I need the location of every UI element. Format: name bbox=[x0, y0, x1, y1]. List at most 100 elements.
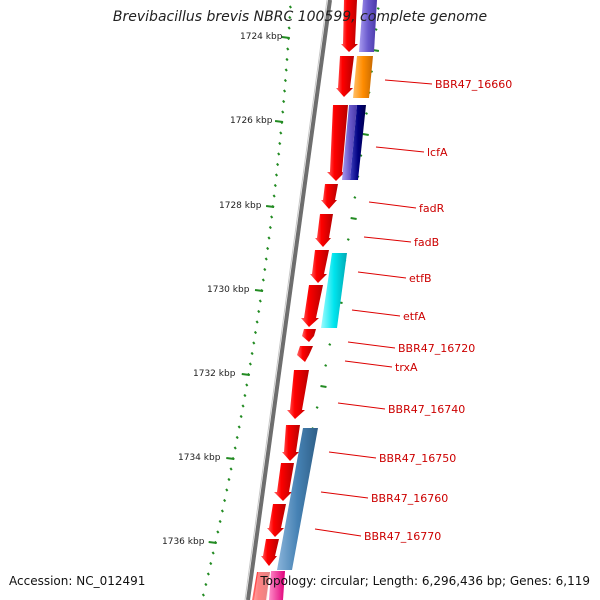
scale-tick bbox=[274, 173, 279, 177]
outer-tick bbox=[365, 112, 368, 115]
cds-arrow[interactable] bbox=[282, 425, 300, 461]
scale-tick bbox=[225, 488, 229, 492]
scale-label: 1730 kbp bbox=[207, 285, 250, 295]
outer-tick bbox=[320, 385, 327, 388]
outer-tick bbox=[353, 196, 357, 199]
cds-arrow[interactable] bbox=[267, 504, 286, 537]
scale-tick bbox=[243, 393, 247, 398]
scale-label: 1726 kbp bbox=[230, 116, 273, 126]
scale-tick bbox=[257, 309, 261, 314]
feature-block-light bbox=[254, 572, 270, 600]
gene-label[interactable]: lcfA bbox=[427, 146, 448, 159]
cds-track bbox=[252, 0, 358, 600]
scale-tick bbox=[281, 110, 285, 114]
scale-tick bbox=[284, 68, 288, 72]
scale-tick-track bbox=[201, 5, 292, 597]
scale-label: 1732 kbp bbox=[193, 369, 236, 379]
scale-tick bbox=[258, 299, 262, 303]
feature-block-steel[interactable] bbox=[277, 428, 318, 570]
scale-major-tick bbox=[226, 457, 235, 460]
outer-tick bbox=[376, 7, 380, 10]
cds-arrow[interactable] bbox=[301, 285, 323, 327]
outer-tick bbox=[350, 217, 357, 220]
scale-tick bbox=[277, 152, 281, 156]
scale-tick bbox=[253, 330, 258, 335]
cds-arrow[interactable] bbox=[261, 539, 279, 566]
scale-major-tick bbox=[241, 373, 250, 376]
scale-tick bbox=[264, 257, 268, 261]
scale-tick bbox=[250, 351, 254, 356]
gene-label[interactable]: trxA bbox=[395, 361, 418, 374]
gene-label[interactable]: fadR bbox=[419, 202, 445, 215]
scale-tick bbox=[201, 593, 205, 597]
scale-tick bbox=[248, 362, 252, 366]
scale-tick bbox=[239, 414, 243, 419]
scale-tick bbox=[286, 47, 290, 51]
outer-tick bbox=[346, 238, 350, 241]
scale-tick bbox=[288, 5, 292, 9]
scale-tick bbox=[252, 341, 256, 345]
outer-tick bbox=[362, 133, 369, 136]
scale-tick bbox=[211, 551, 215, 555]
scale-label: 1736 kbp bbox=[162, 537, 205, 547]
gene-label[interactable]: BBR47_16760 bbox=[371, 492, 448, 505]
scale-label: 1734 kbp bbox=[178, 453, 221, 463]
feature-block-cyan[interactable] bbox=[321, 253, 347, 328]
gene-label[interactable]: BBR47_16660 bbox=[435, 78, 512, 91]
scale-tick bbox=[218, 519, 222, 524]
feature-block-pink[interactable] bbox=[269, 571, 285, 600]
gene-label[interactable]: BBR47_16740 bbox=[388, 403, 465, 416]
scale-tick bbox=[220, 509, 224, 513]
scale-tick bbox=[229, 467, 233, 471]
cds-arrow[interactable] bbox=[287, 370, 309, 419]
scale-tick bbox=[245, 383, 249, 387]
scale-tick bbox=[223, 498, 227, 503]
scale-tick bbox=[227, 477, 231, 482]
gene-label[interactable]: BBR47_16770 bbox=[364, 530, 441, 543]
cds-arrow[interactable] bbox=[321, 184, 338, 209]
cds-arrow[interactable] bbox=[297, 346, 313, 362]
scale-tick bbox=[233, 446, 237, 450]
scale-tick bbox=[206, 572, 210, 576]
scale-tick bbox=[204, 582, 208, 587]
scale-major-tick bbox=[254, 289, 264, 292]
feature-block-navy[interactable] bbox=[350, 105, 366, 180]
gene-labels: BBR47_16660 lcfA fadR fadB etfB etfA BBR… bbox=[364, 78, 512, 543]
cds-arrow[interactable] bbox=[327, 105, 348, 181]
cds-arrow[interactable] bbox=[310, 250, 329, 283]
gene-label[interactable]: etfB bbox=[409, 272, 432, 285]
gene-label[interactable]: BBR47_16750 bbox=[379, 452, 456, 465]
gene-label[interactable]: fadB bbox=[414, 236, 439, 249]
scale-tick bbox=[282, 99, 286, 104]
scale-label: 1728 kbp bbox=[219, 201, 262, 211]
scale-tick bbox=[268, 225, 272, 230]
cds-arrow[interactable] bbox=[315, 214, 333, 247]
cds-arrow[interactable] bbox=[341, 0, 358, 52]
gene-label[interactable]: BBR47_16720 bbox=[398, 342, 475, 355]
scale-tick bbox=[267, 236, 271, 240]
genome-backbone bbox=[246, 0, 332, 600]
cds-arrow[interactable] bbox=[336, 56, 354, 97]
genome-backbone-highlight bbox=[244, 0, 328, 600]
feature-block-orange[interactable] bbox=[353, 56, 373, 98]
scale-tick bbox=[261, 278, 265, 282]
scale-tick bbox=[285, 57, 289, 62]
scale-tick bbox=[273, 183, 277, 188]
feature-block-purple[interactable] bbox=[359, 0, 377, 52]
genome-summary-text: Topology: circular; Length: 6,296,436 bp… bbox=[260, 574, 590, 588]
accession-text: Accession: NC_012491 bbox=[9, 574, 146, 588]
cds-arrow[interactable] bbox=[274, 463, 294, 501]
scale-tick bbox=[237, 425, 241, 429]
scale-tick bbox=[279, 131, 283, 135]
gene-label-leaders bbox=[314, 79, 433, 537]
scale-tick bbox=[272, 194, 276, 198]
scale-tick bbox=[270, 215, 274, 219]
gene-label[interactable]: etfA bbox=[403, 310, 426, 323]
feature-block-purple[interactable] bbox=[342, 105, 357, 180]
scale-major-tick bbox=[208, 541, 217, 544]
scale-major-tick bbox=[274, 120, 284, 123]
scale-label: 1724 kbp bbox=[240, 32, 283, 42]
cds-arrow[interactable] bbox=[302, 329, 316, 342]
outer-tick bbox=[315, 406, 319, 409]
